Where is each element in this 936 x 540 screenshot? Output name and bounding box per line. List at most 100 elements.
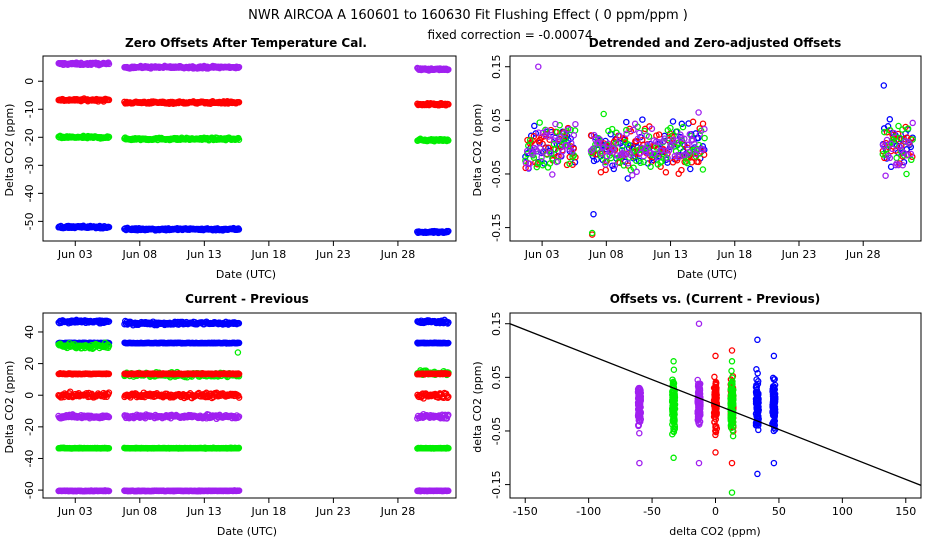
y-axis-label: Delta CO2 (ppm): [3, 104, 16, 197]
y-tick-label: -20: [23, 128, 36, 146]
y-tick-label: -10: [23, 100, 36, 118]
data-point: [623, 126, 630, 134]
data-point: [529, 151, 536, 158]
data-point: [235, 444, 243, 452]
data-points: [55, 316, 452, 495]
data-point: [727, 412, 735, 419]
data-point: [640, 152, 647, 160]
data-point: [712, 378, 720, 386]
data-point: [669, 394, 677, 401]
data-point: [572, 120, 579, 128]
data-point: [530, 132, 538, 140]
x-axis-label: Date (UTC): [216, 268, 276, 281]
data-point: [909, 119, 916, 127]
data-point: [769, 374, 777, 382]
data-point: [644, 141, 651, 149]
data-point: [639, 116, 646, 123]
y-tick-label: -30: [23, 156, 36, 174]
y-tick-label: -0.05: [490, 160, 503, 188]
data-point: [235, 320, 243, 327]
data-point: [641, 146, 649, 153]
data-point: [105, 389, 113, 396]
data-point: [636, 429, 643, 437]
data-point: [533, 163, 541, 171]
data-point: [559, 148, 566, 155]
data-point: [661, 135, 668, 142]
data-point: [616, 132, 623, 140]
data-point: [235, 394, 243, 401]
x-tick-label: Jun 23: [781, 248, 817, 261]
plot-frame: [42, 55, 457, 242]
x-tick-label: Jun 13: [186, 505, 222, 518]
data-point: [678, 120, 686, 128]
data-point: [695, 406, 702, 413]
data-points: [634, 320, 779, 496]
data-point: [613, 152, 620, 159]
data-point: [753, 366, 760, 373]
data-point: [664, 154, 671, 162]
data-point: [636, 129, 643, 137]
data-point: [895, 122, 902, 130]
x-tick-label: 100: [832, 505, 853, 518]
data-point: [235, 63, 243, 71]
data-point: [886, 116, 894, 123]
data-point: [770, 427, 778, 435]
x-tick-label: -100: [576, 505, 601, 518]
data-point: [547, 131, 555, 139]
data-point: [445, 370, 452, 378]
data-point: [729, 408, 736, 415]
data-point: [677, 131, 684, 138]
x-tick-label: Jun 13: [652, 248, 688, 261]
y-tick-label: 40: [23, 325, 36, 339]
data-point: [662, 169, 670, 176]
data-point: [546, 160, 554, 167]
data-point: [662, 147, 670, 154]
y-tick-label: -0.15: [490, 470, 503, 498]
data-point: [235, 98, 243, 106]
data-point: [638, 144, 646, 152]
x-tick-label: -150: [513, 505, 538, 518]
data-point: [549, 171, 556, 178]
data-point: [685, 148, 692, 156]
data-point: [635, 392, 642, 400]
data-point: [909, 136, 916, 143]
data-point: [543, 127, 551, 134]
data-point: [589, 145, 597, 153]
data-point: [695, 420, 702, 427]
data-point: [538, 154, 545, 161]
data-point: [886, 154, 894, 162]
data-point: [104, 134, 112, 141]
data-point: [587, 132, 595, 139]
x-axis-label: delta CO2 (ppm): [669, 525, 760, 538]
y-axis-label: delta CO2 (ppm): [471, 361, 484, 452]
data-point: [906, 140, 913, 147]
y-tick-label: -60: [23, 481, 36, 499]
data-point: [682, 158, 690, 165]
data-point: [234, 349, 242, 356]
data-point: [670, 428, 678, 436]
data-point: [728, 394, 736, 401]
data-point: [445, 411, 452, 419]
data-point: [522, 159, 530, 167]
data-point: [627, 151, 634, 159]
data-point: [655, 131, 663, 138]
y-tick-label: -0.05: [490, 417, 503, 445]
data-point: [727, 402, 735, 410]
data-point: [636, 410, 643, 417]
x-tick-label: 0: [712, 505, 719, 518]
data-point: [712, 352, 719, 360]
data-point: [445, 393, 452, 400]
data-point: [643, 132, 650, 139]
data-point: [677, 145, 684, 152]
data-point: [896, 134, 904, 142]
data-point: [526, 136, 534, 144]
data-point: [619, 143, 626, 150]
data-point: [96, 320, 104, 327]
data-point: [445, 487, 452, 495]
data-point: [692, 153, 700, 160]
data-point: [691, 140, 698, 148]
data-point: [689, 118, 697, 126]
data-points: [55, 59, 452, 237]
data-point: [670, 358, 677, 365]
